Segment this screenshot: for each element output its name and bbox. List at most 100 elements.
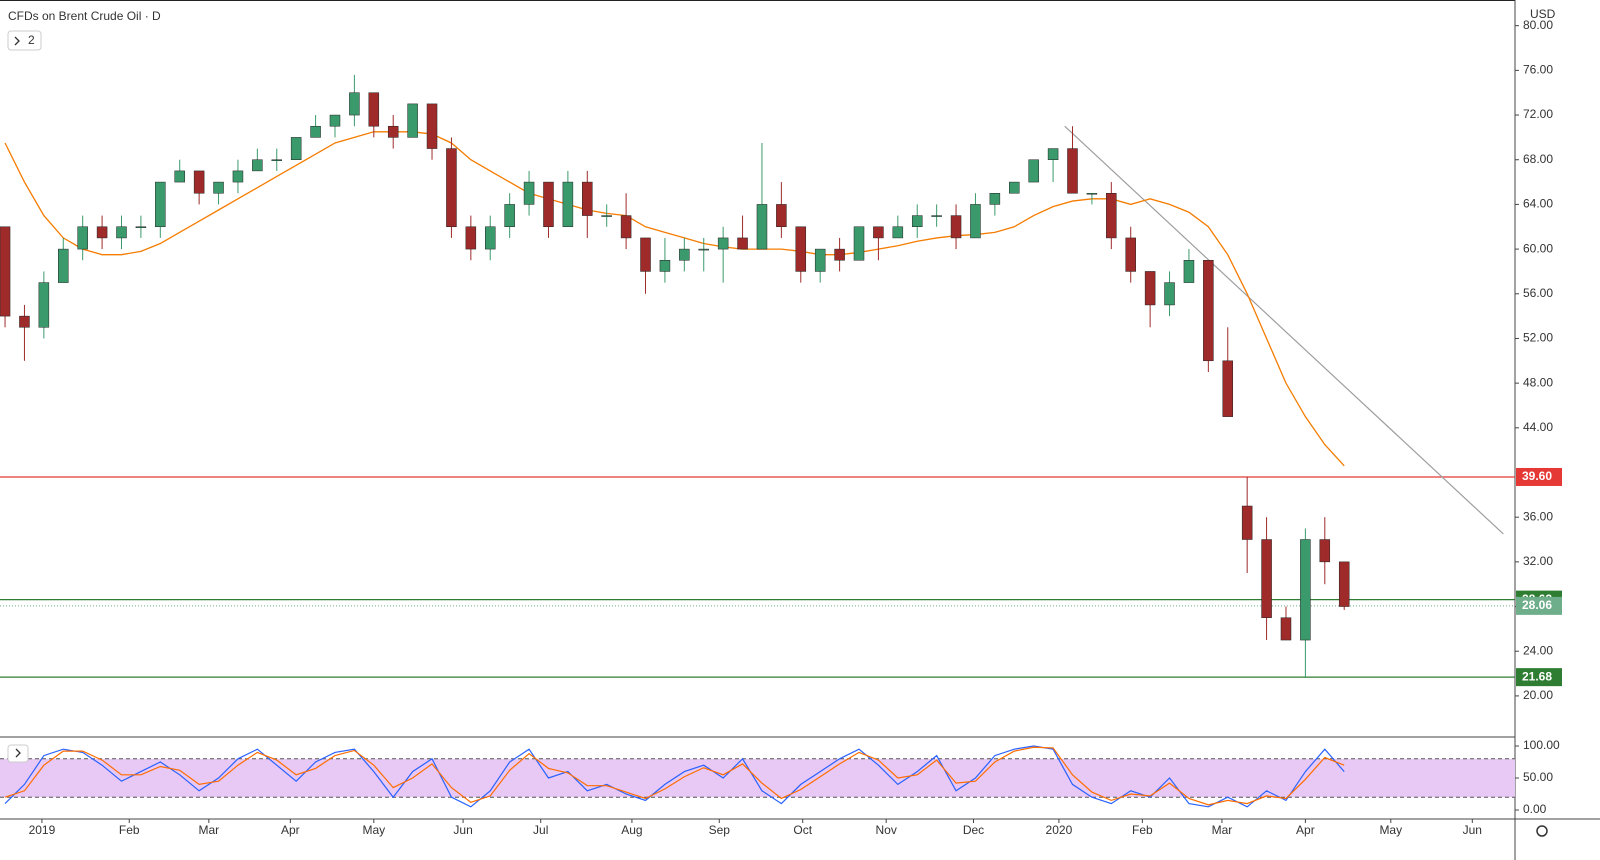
- candle-body: [1106, 192, 1117, 239]
- x-tick-label: Jun: [453, 823, 472, 837]
- candle-body: [0, 226, 11, 317]
- last-price-label: 28.06: [1522, 598, 1552, 612]
- candle-body: [911, 215, 923, 228]
- candle-body: [834, 248, 845, 261]
- stoch-tick-label: 50.00: [1523, 770, 1553, 784]
- candle-body: [679, 248, 690, 261]
- candle-body: [135, 226, 147, 229]
- candle-body: [407, 103, 418, 138]
- candle-body: [523, 181, 535, 205]
- candle-body: [349, 92, 360, 116]
- x-tick-label: 2019: [29, 823, 56, 837]
- candle-body: [1203, 260, 1214, 362]
- candle-body: [38, 282, 50, 328]
- candle-body: [387, 125, 399, 138]
- moving-average: [4, 131, 1345, 467]
- candle-body: [252, 159, 263, 172]
- candle-body: [892, 226, 904, 239]
- candle-body: [504, 204, 515, 228]
- candle-body: [1125, 237, 1136, 272]
- currency-label: USD: [1530, 7, 1556, 21]
- candle-body: [582, 181, 593, 216]
- candle-body: [155, 181, 166, 228]
- candle-body: [970, 204, 981, 239]
- candle-body: [1183, 260, 1195, 283]
- candle-body: [756, 204, 768, 250]
- candle-body: [698, 248, 709, 251]
- x-tick-label: Mar: [1212, 823, 1233, 837]
- x-tick-label: 2020: [1046, 823, 1073, 837]
- candle-body: [19, 315, 30, 328]
- candle-body: [873, 226, 884, 239]
- y-tick-label: 36.00: [1523, 509, 1553, 523]
- candle-body: [717, 237, 729, 250]
- x-tick-label: Jul: [533, 823, 548, 837]
- stoch-tick-label: 100.00: [1523, 738, 1560, 752]
- candle-body: [1241, 505, 1253, 540]
- y-tick-label: 32.00: [1523, 554, 1553, 568]
- candle-body: [329, 114, 341, 127]
- candle-body: [290, 137, 302, 160]
- y-tick-label: 52.00: [1523, 331, 1553, 345]
- candle-body: [950, 215, 962, 239]
- y-tick-label: 48.00: [1523, 375, 1553, 389]
- candle-body: [1261, 539, 1272, 618]
- x-tick-label: Nov: [876, 823, 897, 837]
- y-tick-label: 76.00: [1523, 63, 1553, 77]
- candle-body: [795, 226, 807, 272]
- candle-body: [310, 125, 321, 138]
- x-tick-label: May: [1379, 823, 1402, 837]
- pane-toggle: [7, 744, 29, 763]
- candle-body: [620, 215, 632, 239]
- indicator-toggle-label: 2: [28, 33, 35, 47]
- candle-body: [1144, 271, 1156, 306]
- x-tick-label: Aug: [621, 823, 642, 837]
- candle-body: [426, 103, 438, 149]
- candle-body: [1067, 148, 1078, 194]
- pane-chevron: [15, 748, 21, 758]
- x-tick-label: Jun: [1463, 823, 1482, 837]
- candle-body: [931, 215, 942, 217]
- candle-body: [465, 226, 477, 250]
- candle-body: [116, 226, 127, 239]
- candle-body: [543, 181, 554, 228]
- x-tick-label: Sep: [709, 823, 731, 837]
- y-tick-label: 80.00: [1523, 18, 1553, 32]
- candle-body: [737, 237, 748, 250]
- level-label: 39.60: [1522, 469, 1552, 483]
- candle-body: [776, 204, 787, 228]
- candle-body: [368, 92, 380, 127]
- level-badge: [1516, 668, 1562, 687]
- stoch-line: [4, 746, 1345, 806]
- y-tick-label: 64.00: [1523, 197, 1553, 211]
- candle-body: [853, 226, 865, 261]
- stoch-tick-label: 0.00: [1523, 802, 1547, 816]
- y-tick-label: 60.00: [1523, 241, 1553, 255]
- candle-body: [1319, 539, 1331, 563]
- candle-body: [1028, 159, 1039, 183]
- x-tick-label: Apr: [1296, 823, 1315, 837]
- x-tick-label: Dec: [963, 823, 984, 837]
- level-badge: [1516, 467, 1562, 486]
- candle-body: [446, 148, 457, 228]
- y-tick-label: 44.00: [1523, 420, 1553, 434]
- candle-body: [659, 260, 671, 272]
- toggle-chevron: [14, 36, 20, 46]
- candle-body: [96, 226, 108, 239]
- last-price-badge: [1516, 596, 1562, 615]
- candle-body: [193, 170, 205, 194]
- x-tick-label: Feb: [1132, 823, 1153, 837]
- chart-title: CFDs on Brent Crude Oil · D: [8, 9, 161, 23]
- y-tick-label: 56.00: [1523, 286, 1553, 300]
- candle-body: [271, 159, 283, 161]
- x-tick-label: Oct: [793, 823, 812, 837]
- y-tick-label: 20.00: [1523, 688, 1553, 702]
- x-tick-label: Apr: [281, 823, 300, 837]
- candle-body: [989, 192, 1001, 205]
- candle-body: [1086, 192, 1098, 195]
- indicator-toggle[interactable]: [7, 30, 42, 51]
- candle-body: [1300, 539, 1311, 641]
- y-tick-label: 68.00: [1523, 152, 1553, 166]
